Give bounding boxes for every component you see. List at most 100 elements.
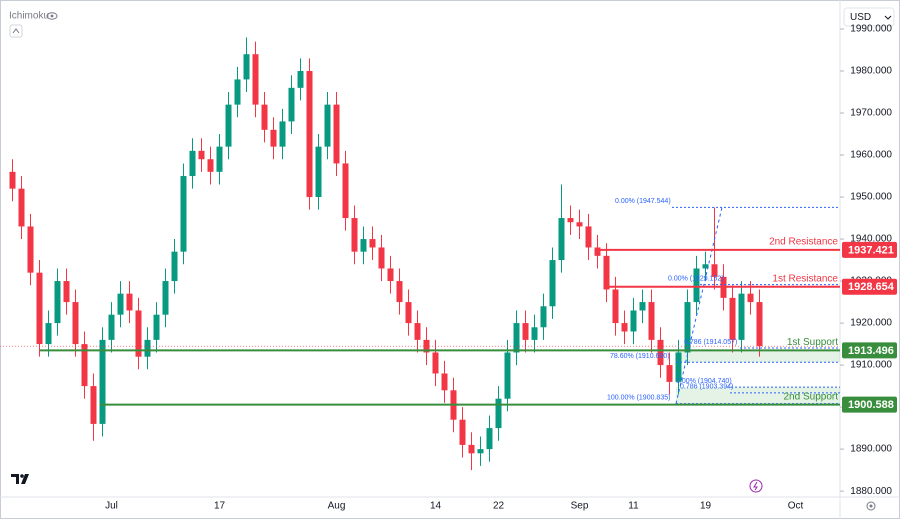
candle-body <box>621 323 628 332</box>
level-name: 2nd Support <box>784 391 839 402</box>
candle-body <box>342 163 349 219</box>
candle-body <box>522 323 529 340</box>
currency-button[interactable]: USD <box>843 7 895 27</box>
candle-body <box>468 444 475 454</box>
candle-body <box>243 54 250 80</box>
candle-body <box>252 54 259 105</box>
candle-body <box>117 293 124 315</box>
level-name: 2nd Resistance <box>769 237 838 248</box>
price-tag <box>842 342 897 359</box>
candle-body <box>108 314 115 340</box>
candle-body <box>9 171 16 189</box>
candle-body <box>657 339 664 366</box>
y-tick-label: 1880.000 <box>850 486 892 497</box>
candle-body <box>234 79 241 105</box>
candle-body <box>693 268 700 303</box>
candle-body <box>495 398 502 429</box>
currency: USD <box>850 12 871 23</box>
candle-body <box>387 268 394 282</box>
candle-body <box>675 352 682 382</box>
candle-body <box>612 289 619 324</box>
x-tick-label: 17 <box>214 501 226 512</box>
candle-body <box>171 251 178 282</box>
candle-body <box>360 239 367 252</box>
candle-body <box>405 302 412 324</box>
fib-label: 0.00% (1947.544) <box>615 198 671 205</box>
x-tick-label: 14 <box>430 501 442 512</box>
candle-body <box>432 352 439 374</box>
level-name: 1st Support <box>787 337 838 348</box>
candle-body <box>261 104 268 130</box>
fib-label: 0.786 (1903.394) <box>680 384 733 391</box>
y-tick-label: 1980.000 <box>850 66 892 77</box>
price-tag-label: 1913.496 <box>848 345 894 357</box>
candle-body <box>441 373 448 391</box>
candle-body <box>747 293 754 303</box>
y-tick-label: 1920.000 <box>850 318 892 329</box>
price-tag <box>842 278 897 295</box>
support-zone <box>676 387 840 405</box>
candle-body <box>504 352 511 399</box>
candle-body <box>648 302 655 340</box>
candle-body <box>333 104 340 164</box>
price-tag-label: 1937.421 <box>848 244 894 256</box>
candle-body <box>279 121 286 147</box>
collapse-button[interactable] <box>9 24 23 38</box>
candle-body <box>324 104 331 147</box>
price-tag-label: 1928.654 <box>848 281 895 293</box>
candle-body <box>459 419 466 445</box>
x-tick-label: Aug <box>328 501 346 512</box>
y-tick-label: 1890.000 <box>850 444 892 455</box>
x-tick-label: Sep <box>571 501 589 512</box>
candle-body <box>153 314 160 340</box>
candle-body <box>477 449 484 454</box>
candle-body <box>18 188 25 227</box>
candle-body <box>297 71 304 88</box>
candle-body <box>45 323 52 345</box>
candle-body <box>126 293 133 311</box>
candle-body <box>576 222 583 227</box>
candle-body <box>594 247 601 256</box>
candle-body <box>684 302 691 353</box>
candle-body <box>90 386 97 424</box>
candle-body <box>27 226 34 273</box>
candle-body <box>729 297 736 340</box>
candle-body <box>216 146 223 172</box>
price-tag <box>842 396 897 413</box>
candle-body <box>162 281 169 315</box>
x-tick-label: Jul <box>105 501 118 512</box>
candle-body <box>666 365 673 382</box>
fib-label: 0.786 (1914.057) <box>684 339 737 346</box>
y-tick-label: 1970.000 <box>850 108 892 119</box>
candle-body <box>540 306 547 328</box>
price-tag-label: 1900.588 <box>848 399 894 411</box>
candle-body <box>531 327 538 340</box>
lightning-icon[interactable] <box>749 479 763 493</box>
candle-body <box>738 293 745 340</box>
x-tick-label: Oct <box>788 501 804 512</box>
indicator-name: Ichimoku <box>9 11 49 22</box>
fib-label: 0.00% (1929.152) <box>668 275 724 282</box>
candle-body <box>711 264 718 277</box>
eye-icon[interactable] <box>46 12 58 20</box>
candle-body <box>36 272 43 345</box>
candle-body <box>378 247 385 269</box>
candle-body <box>351 218 358 252</box>
support-zone <box>676 350 840 363</box>
candle-body <box>54 281 61 324</box>
candle-body <box>369 239 376 248</box>
candle-body <box>414 323 421 340</box>
fib-label: 78.60% (1910.680) <box>610 353 670 360</box>
candle-body <box>585 226 592 248</box>
candle-body <box>189 150 196 177</box>
y-tick-label: 1910.000 <box>850 360 892 371</box>
candle-body <box>315 146 322 198</box>
y-tick-label: 1960.000 <box>850 150 892 161</box>
candle-body <box>180 176 187 252</box>
y-tick-label: 1990.000 <box>850 24 892 35</box>
price-tag <box>842 241 897 258</box>
settings-icon[interactable] <box>866 501 876 511</box>
candle-body <box>198 150 205 160</box>
